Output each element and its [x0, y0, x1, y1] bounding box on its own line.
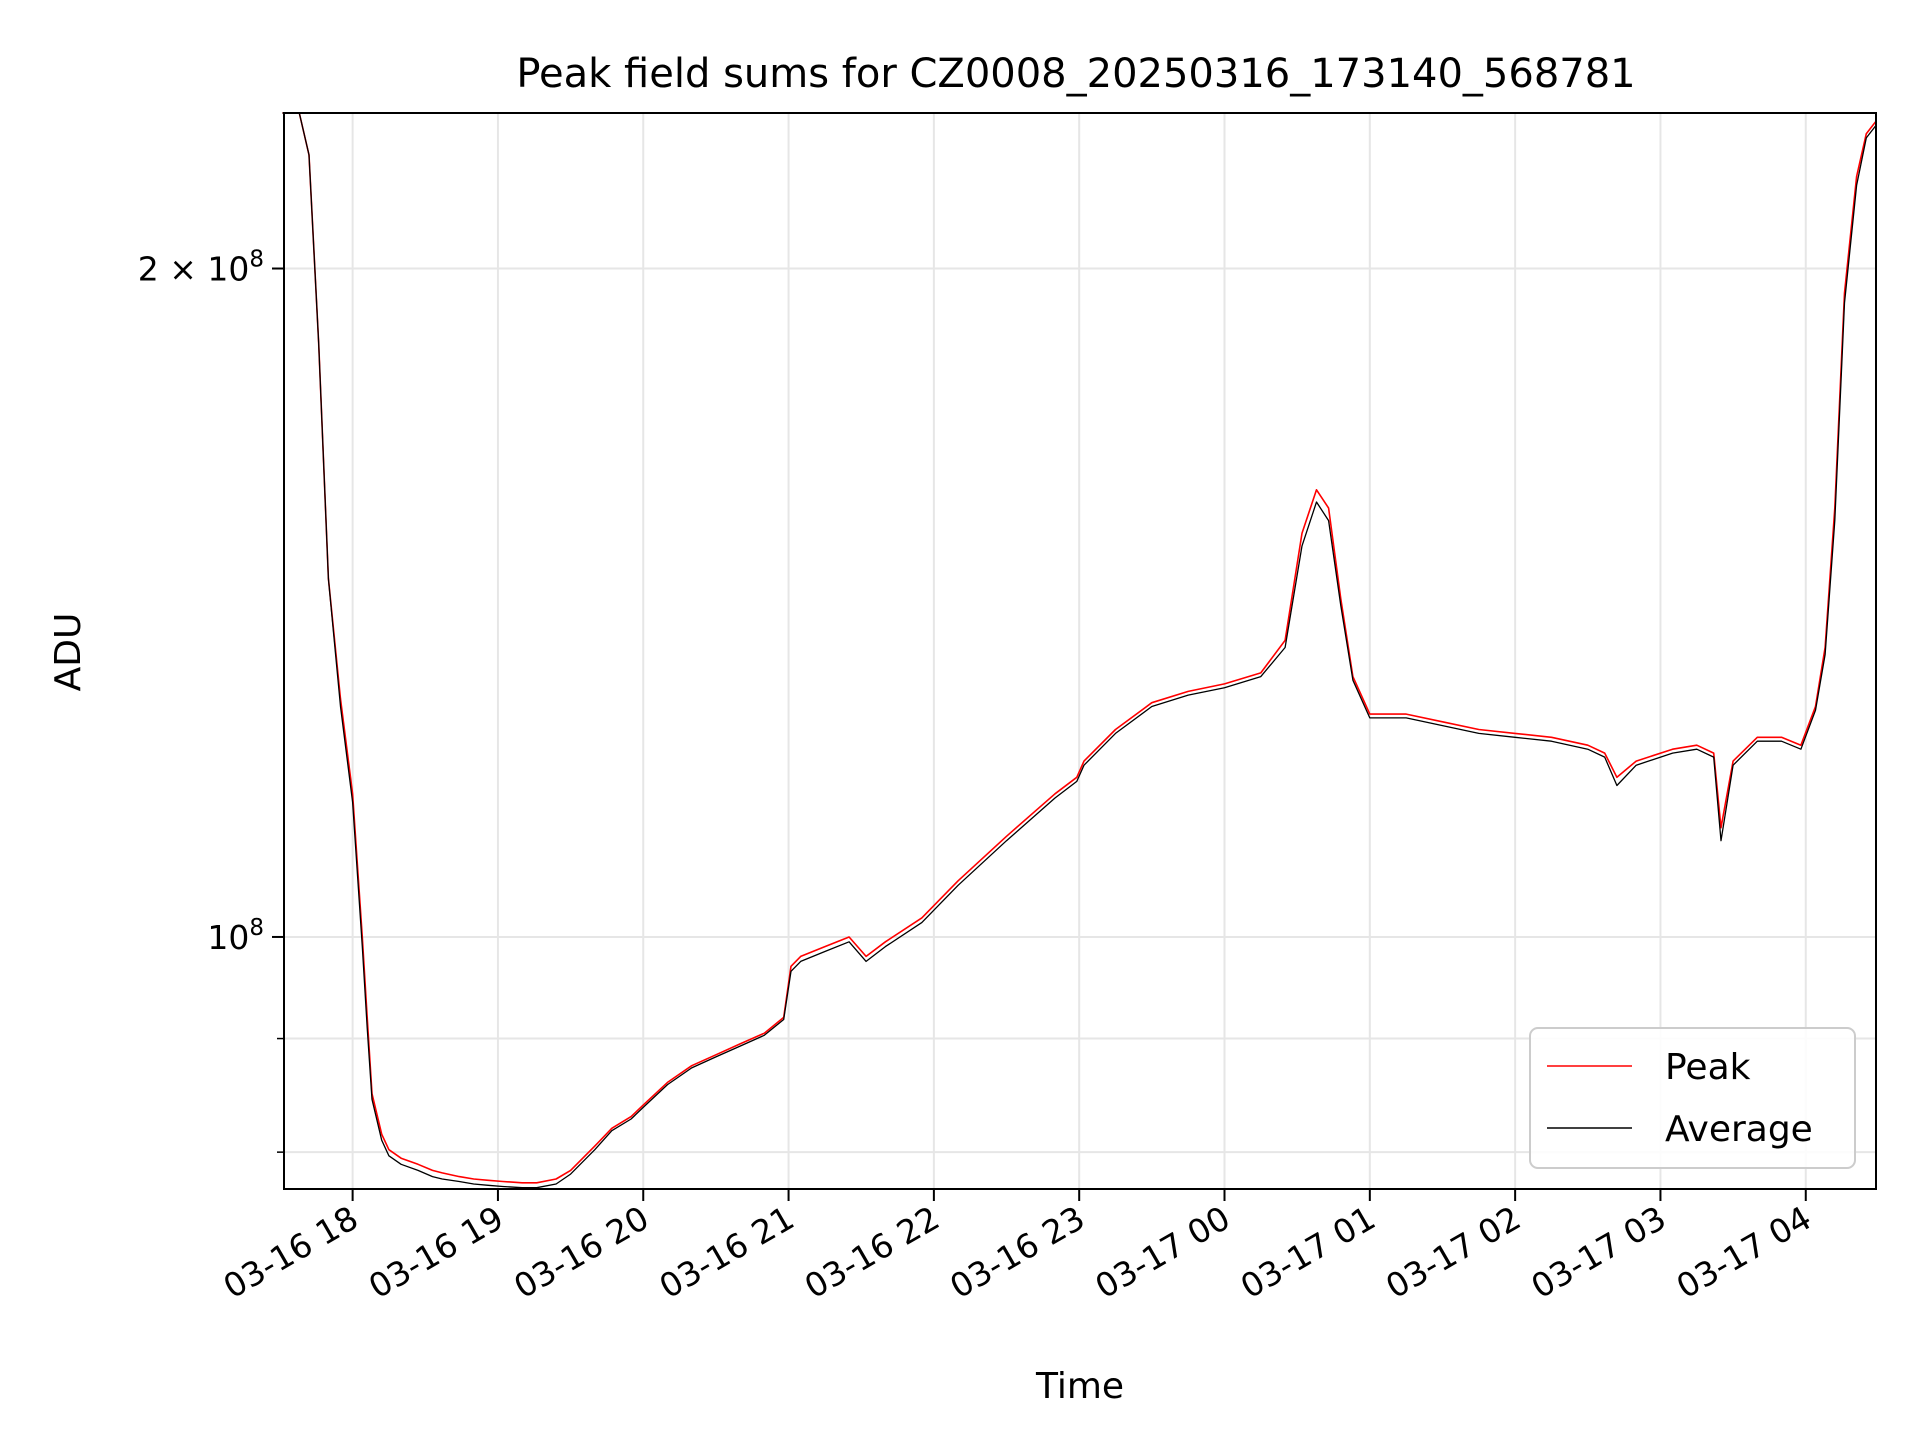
- legend-box: [1529, 1027, 1856, 1169]
- series-line-average: [282, 112, 1877, 1189]
- legend: Peak Average: [1529, 1027, 1856, 1169]
- y-tick-label: 2 × 108: [138, 247, 264, 289]
- y-axis: 108 2 × 108: [138, 247, 284, 1153]
- series-line-peak: [282, 112, 1877, 1184]
- grid-lines: [284, 113, 1876, 1189]
- series-layer: [282, 112, 1877, 1189]
- chart-title: Peak field sums for CZ0008_20250316_1731…: [516, 51, 1635, 97]
- x-axis-label: Time: [1035, 1366, 1124, 1407]
- legend-peak-label: Peak: [1665, 1047, 1751, 1088]
- legend-average-label: Average: [1665, 1109, 1813, 1150]
- y-axis-label: ADU: [48, 613, 89, 692]
- y-tick-label: 108: [207, 915, 264, 957]
